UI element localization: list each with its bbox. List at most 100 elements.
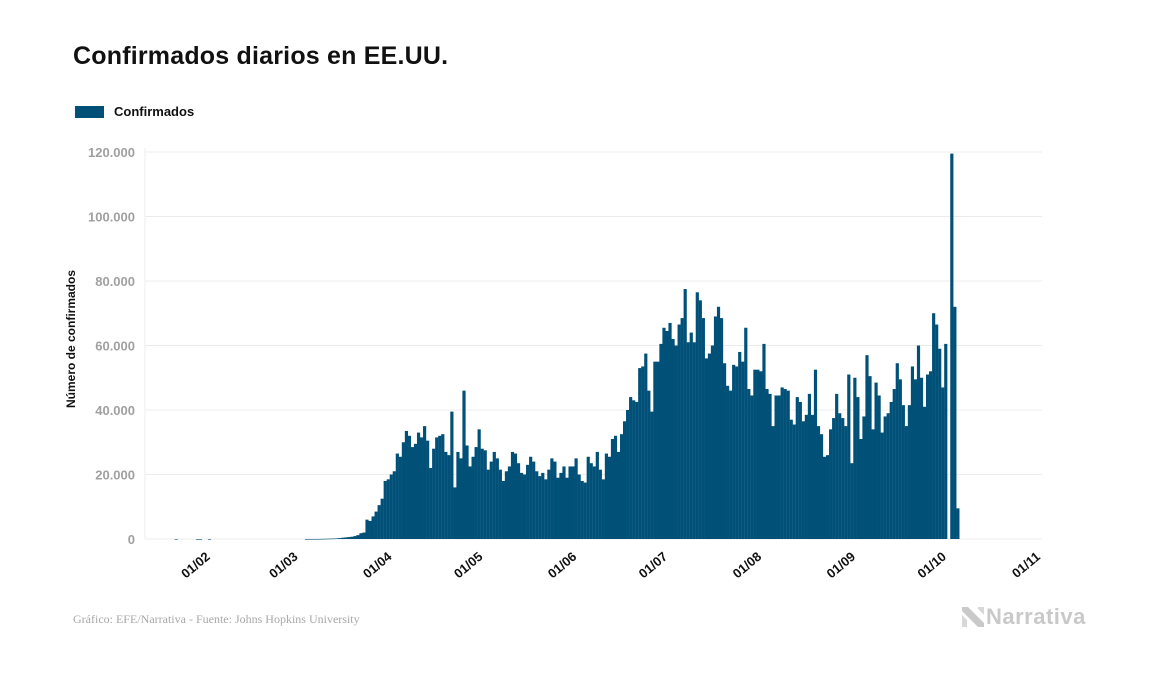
bar: [780, 387, 784, 539]
bar: [716, 306, 721, 539]
bar: [865, 355, 869, 539]
bar: [604, 453, 608, 539]
bar: [471, 456, 475, 539]
bar: [644, 353, 648, 539]
bar: [207, 539, 212, 540]
narrativa-logo: Narrativa: [962, 604, 1086, 630]
bar: [701, 318, 705, 539]
bar: [907, 405, 911, 539]
bar: [792, 424, 796, 539]
bar: [798, 401, 802, 539]
bar: [386, 479, 390, 539]
bar: [535, 471, 539, 539]
bar: [922, 406, 927, 539]
y-tick-label: 0: [128, 532, 135, 547]
bar: [389, 474, 393, 539]
bar: [713, 316, 718, 539]
bar: [598, 469, 602, 539]
bar: [538, 476, 542, 539]
bar: [583, 482, 587, 539]
bar: [801, 421, 805, 539]
bar: [456, 451, 460, 539]
bar: [653, 361, 657, 540]
bar: [774, 395, 778, 539]
bar: [426, 440, 430, 539]
y-tick-label: 20.000: [95, 468, 135, 483]
bar: [462, 390, 466, 539]
bar: [692, 342, 696, 539]
bar: [777, 395, 781, 539]
bar: [783, 389, 787, 539]
bar: [913, 379, 918, 539]
bar: [680, 318, 684, 539]
bar: [665, 330, 669, 539]
y-tick-label: 60.000: [95, 339, 135, 354]
bar: [356, 535, 360, 539]
bar: [526, 464, 530, 539]
bar: [371, 516, 375, 539]
bar: [707, 353, 712, 539]
bar: [735, 366, 739, 539]
bar: [498, 469, 502, 539]
bar: [580, 480, 584, 539]
bar: [365, 519, 369, 539]
bar: [832, 418, 836, 539]
bar: [423, 426, 427, 540]
bar: [816, 426, 821, 540]
x-tick-label: 01/05: [451, 549, 486, 581]
bar: [516, 463, 521, 539]
bar: [492, 451, 496, 539]
bar: [910, 366, 915, 539]
bar: [898, 379, 902, 539]
bar: [838, 413, 842, 539]
bar: [841, 418, 845, 539]
bar: [316, 538, 321, 540]
x-tick-label: 01/06: [545, 549, 580, 581]
bar: [807, 393, 812, 540]
bar: [441, 434, 445, 539]
bar: [844, 426, 848, 540]
x-tick-label: 01/08: [730, 549, 765, 581]
bar: [359, 533, 363, 539]
legend-label: Confirmados: [114, 104, 195, 119]
bar: [323, 538, 327, 540]
bar: [956, 508, 960, 539]
bar: [795, 397, 799, 539]
bar: [732, 364, 736, 539]
bar: [483, 450, 487, 539]
bar: [871, 429, 875, 539]
bar: [874, 382, 878, 539]
bar: [395, 453, 399, 539]
bar: [756, 369, 760, 539]
bar: [553, 461, 557, 539]
bar: [429, 468, 433, 539]
bar: [738, 351, 742, 539]
bar: [883, 416, 887, 539]
bar: [377, 505, 381, 539]
bar: [320, 538, 324, 540]
bar: [477, 429, 481, 539]
bar: [532, 461, 536, 539]
bar: [719, 318, 724, 539]
bar: [313, 538, 318, 540]
bar: [638, 368, 642, 539]
bar: [668, 322, 672, 539]
bar: [616, 451, 621, 539]
bar: [835, 393, 839, 540]
bar: [374, 511, 378, 539]
bar: [765, 389, 769, 539]
bar: [929, 371, 933, 539]
bar: [762, 343, 766, 539]
bar: [419, 437, 424, 539]
bar: [438, 435, 442, 539]
bar: [480, 448, 484, 539]
bar: [753, 369, 757, 539]
narrativa-logo-icon: [962, 607, 984, 627]
bar: [935, 324, 939, 539]
bar: [662, 327, 666, 539]
bar: [571, 466, 575, 539]
bar: [862, 416, 866, 539]
bar: [953, 306, 957, 539]
bar: [489, 461, 493, 539]
bar: [919, 377, 924, 539]
